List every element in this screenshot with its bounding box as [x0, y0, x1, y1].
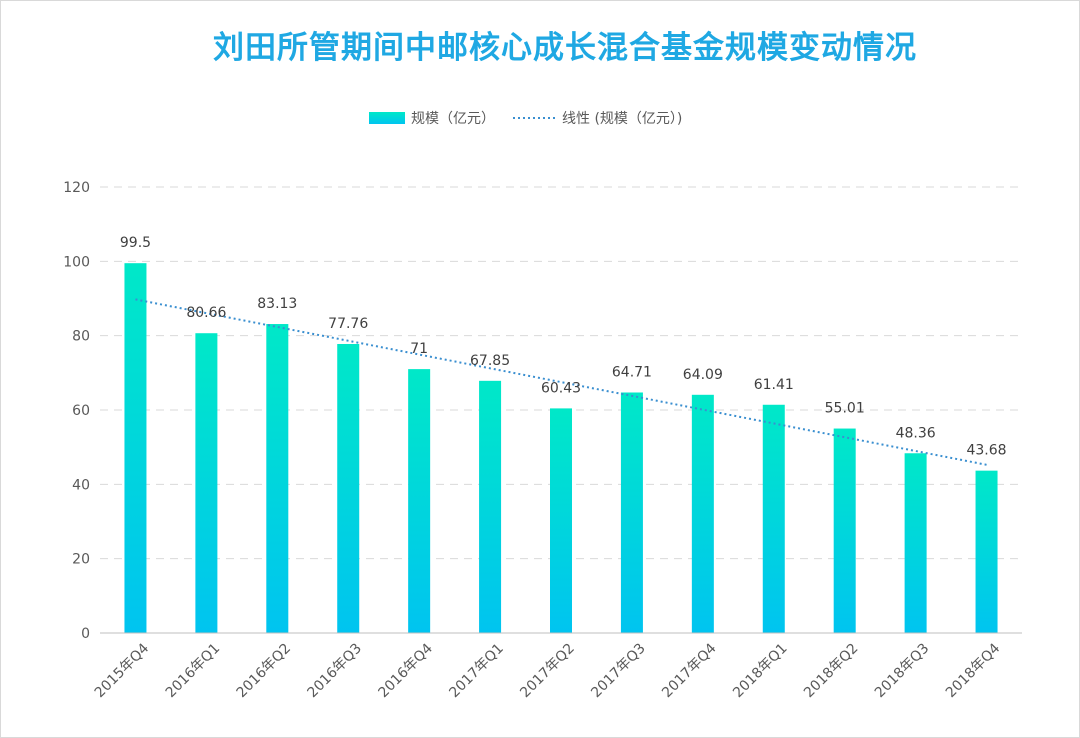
data-labels: 99.5 80.66 83.13 77.76 71 67.85 60.43 64.71 64.0… — [120, 235, 1007, 458]
legend: 规模（亿元） 线性 (规模（亿元）) — [369, 111, 682, 127]
x-tick-label: 2018年Q4 — [943, 640, 1004, 701]
bar — [124, 263, 147, 633]
data-label: 64.09 — [683, 367, 723, 383]
y-tick-label: 120 — [63, 180, 90, 196]
legend-label-bars: 规模（亿元） — [411, 111, 495, 127]
x-tick-label: 2018年Q3 — [872, 641, 933, 702]
data-label: 67.85 — [470, 353, 510, 369]
data-label: 83.13 — [257, 296, 297, 312]
x-tick-label: 2017年Q2 — [517, 641, 578, 702]
bar — [408, 369, 431, 633]
y-tick-label: 0 — [81, 626, 90, 642]
x-tick-label: 2016年Q2 — [234, 641, 295, 702]
data-label: 71 — [410, 341, 428, 357]
chart-title: 刘田所管期间中邮核心成长混合基金规模变动情况 — [213, 30, 917, 66]
x-tick-label: 2016年Q3 — [305, 641, 366, 702]
data-label: 43.68 — [966, 443, 1006, 459]
bar — [337, 343, 360, 633]
y-axis: 0 20 40 60 80 100 120 — [63, 180, 90, 642]
bar — [620, 392, 643, 633]
x-tick-label: 2018年Q2 — [801, 641, 862, 702]
y-tick-label: 60 — [72, 403, 90, 419]
data-label: 80.66 — [186, 305, 226, 321]
legend-swatch-bars — [369, 112, 405, 124]
x-tick-label: 2016年Q4 — [375, 640, 436, 701]
data-label: 48.36 — [896, 425, 936, 441]
y-tick-label: 40 — [72, 477, 90, 493]
bar — [550, 408, 572, 633]
legend-label-trend: 线性 (规模（亿元）) — [562, 111, 682, 127]
bar — [691, 394, 714, 633]
data-label: 64.71 — [612, 364, 652, 380]
x-axis: 2015年Q4 2016年Q1 2016年Q2 2016年Q3 2016年Q4 2017年… — [92, 632, 1022, 702]
bar — [904, 453, 927, 633]
x-tick-label: 2015年Q4 — [92, 640, 153, 701]
y-tick-label: 20 — [72, 552, 90, 568]
bar — [479, 380, 502, 633]
bar — [833, 428, 856, 633]
bar-series — [124, 263, 998, 633]
data-label: 61.41 — [754, 377, 794, 393]
x-tick-label: 2017年Q4 — [659, 640, 720, 701]
bar — [266, 324, 289, 633]
data-label: 99.5 — [120, 235, 151, 251]
bar — [762, 404, 785, 633]
data-label: 55.01 — [825, 401, 865, 417]
data-label: 60.43 — [541, 380, 581, 396]
x-tick-label: 2017年Q1 — [446, 641, 507, 702]
x-tick-label: 2018年Q1 — [730, 641, 791, 702]
bar — [195, 333, 218, 633]
bar — [975, 470, 998, 633]
y-tick-label: 80 — [72, 329, 90, 345]
y-tick-label: 100 — [63, 254, 90, 270]
x-tick-label: 2017年Q3 — [588, 641, 649, 702]
x-tick-label: 2016年Q1 — [163, 641, 224, 702]
data-label: 77.76 — [328, 316, 368, 332]
